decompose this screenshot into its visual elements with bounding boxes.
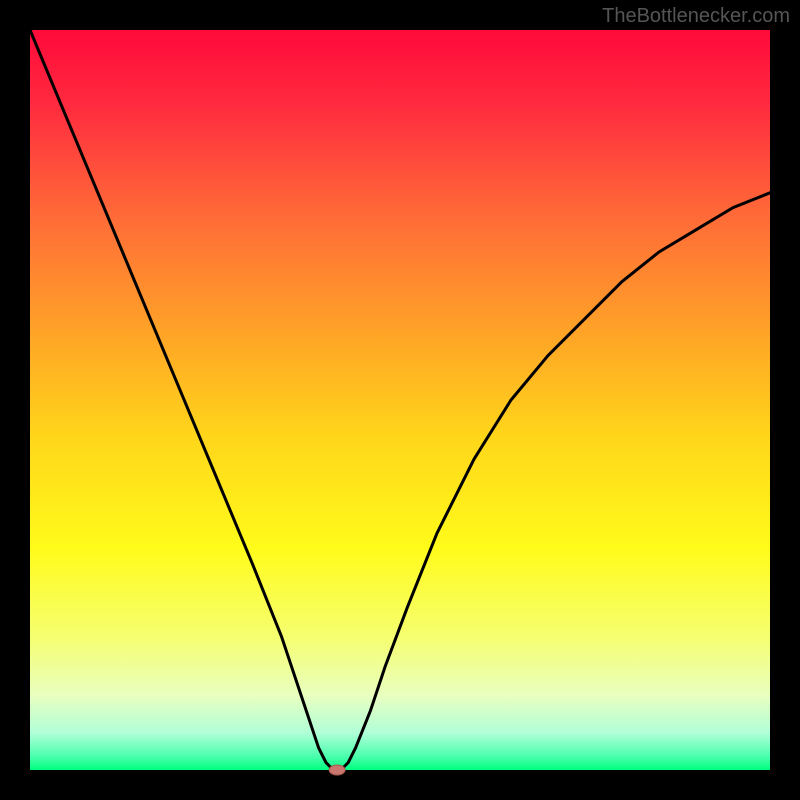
optimal-point-marker <box>329 765 345 775</box>
plot-background <box>30 30 770 770</box>
watermark-label: TheBottlenecker.com <box>602 5 790 27</box>
bottleneck-chart: TheBottlenecker.com <box>0 0 800 800</box>
chart-container: TheBottlenecker.com <box>0 0 800 800</box>
